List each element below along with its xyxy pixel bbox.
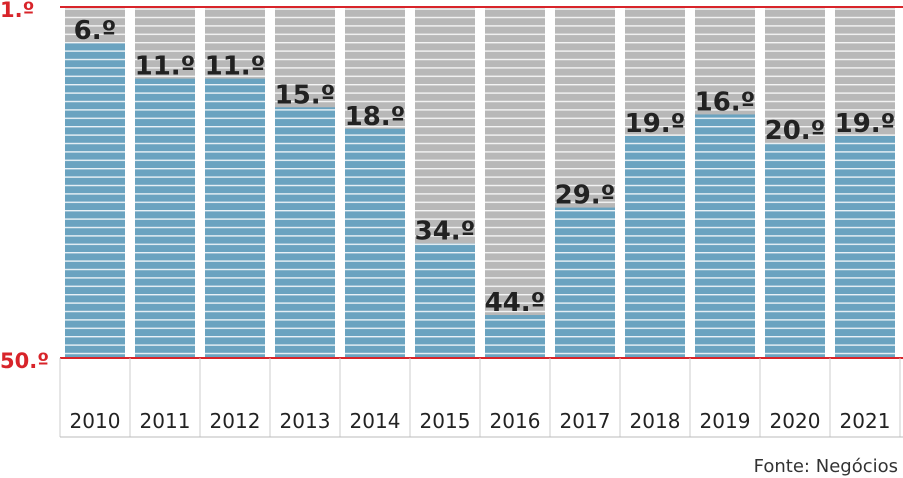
x-tick-label-2017: 2017 xyxy=(560,409,611,433)
axes: 1.º 50.º xyxy=(0,0,903,373)
x-tick-label-2018: 2018 xyxy=(630,409,681,433)
data-label-2015: 34.º xyxy=(415,216,476,246)
data-label-2013: 15.º xyxy=(275,80,336,110)
bar-stripes-2014 xyxy=(345,7,405,358)
data-label-2018: 19.º xyxy=(625,109,686,139)
bar-stripes-2019 xyxy=(695,7,755,358)
bar-stripes-2011 xyxy=(135,7,195,358)
data-label-2014: 18.º xyxy=(345,102,406,132)
bar-stripes-2016 xyxy=(485,7,545,358)
data-label-2010: 6.º xyxy=(74,16,117,46)
x-tick-label-2013: 2013 xyxy=(280,409,331,433)
y-tick-label-bottom: 50.º xyxy=(0,349,49,373)
source-note: Fonte: Negócios xyxy=(754,456,898,477)
bar-stripes-2021 xyxy=(835,7,895,358)
x-axis: 2010 2011 2012 2013 2014 2015 2016 2017 2018 2019… xyxy=(59,358,903,438)
data-label-2017: 29.º xyxy=(555,181,616,211)
bar-stripes-2010 xyxy=(65,7,125,358)
data-label-2012: 11.º xyxy=(205,52,266,82)
x-tick-label-2011: 2011 xyxy=(140,409,191,433)
bar-stripes-2013 xyxy=(275,7,335,358)
bar-stripes-2017 xyxy=(555,7,615,358)
x-tick-label-2015: 2015 xyxy=(420,409,471,433)
bar-stripes-2015 xyxy=(415,7,475,358)
x-tick-label-2012: 2012 xyxy=(210,409,261,433)
data-label-2021: 19.º xyxy=(835,109,896,139)
x-tick-label-2021: 2021 xyxy=(840,409,891,433)
bar-stripes-2012 xyxy=(205,7,265,358)
data-label-2011: 11.º xyxy=(135,52,196,82)
bar-stripes-2020 xyxy=(765,7,825,358)
data-label-2020: 20.º xyxy=(765,116,826,146)
x-tick-label-2010: 2010 xyxy=(70,409,121,433)
data-label-2019: 16.º xyxy=(695,87,756,117)
plot-area: 6.º 11.º 11.º 15.º 18.º 34.º 44.º 29.º 19.º 16.º 2… xyxy=(65,7,896,359)
x-tick-label-2019: 2019 xyxy=(700,409,751,433)
x-tick-label-2014: 2014 xyxy=(350,409,401,433)
data-label-2016: 44.º xyxy=(485,288,546,318)
x-tick-label-2020: 2020 xyxy=(770,409,821,433)
y-tick-label-top: 1.º xyxy=(0,0,34,22)
x-tick-label-2016: 2016 xyxy=(490,409,541,433)
bar-stripes-2018 xyxy=(625,7,685,358)
